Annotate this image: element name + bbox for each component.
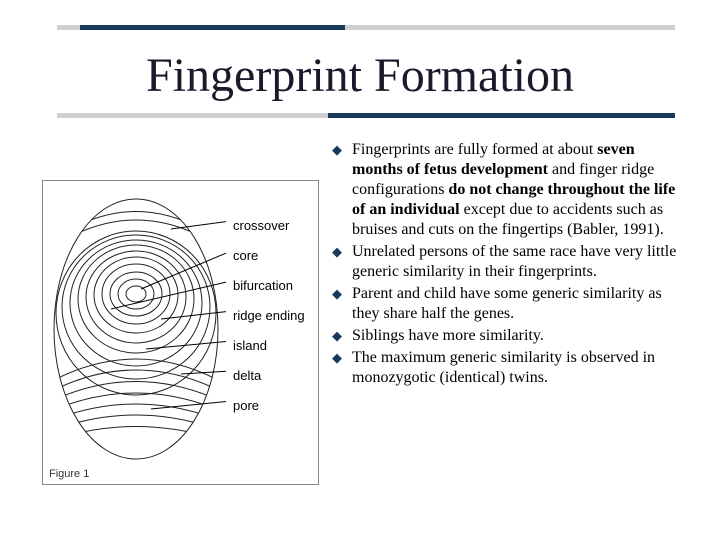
bullet-marker-icon: ◆: [330, 348, 352, 368]
figure-column: crossover core bifurcation ridge ending …: [42, 180, 322, 485]
figure-box: crossover core bifurcation ridge ending …: [42, 180, 319, 485]
under-rule-accent: [328, 113, 675, 118]
bullet-text: The maximum generic similarity is observ…: [352, 348, 682, 388]
fp-label: bifurcation: [233, 271, 305, 301]
fingerprint-labels: crossover core bifurcation ridge ending …: [233, 211, 305, 421]
fp-label: crossover: [233, 211, 305, 241]
bullet-item: ◆ Siblings have more similarity.: [330, 326, 682, 346]
bullet-marker-icon: ◆: [330, 140, 352, 160]
fp-label: delta: [233, 361, 305, 391]
bullet-item: ◆ Unrelated persons of the same race hav…: [330, 242, 682, 282]
bullet-item: ◆ Parent and child have some generic sim…: [330, 284, 682, 324]
fp-label: core: [233, 241, 305, 271]
bullet-text: Siblings have more similarity.: [352, 326, 682, 346]
bullet-marker-icon: ◆: [330, 242, 352, 262]
bullets-column: ◆ Fingerprints are fully formed at about…: [330, 140, 682, 485]
fp-label: pore: [233, 391, 305, 421]
bullet-marker-icon: ◆: [330, 284, 352, 304]
content-row: crossover core bifurcation ridge ending …: [42, 140, 682, 485]
bullet-text: Unrelated persons of the same race have …: [352, 242, 682, 282]
fp-label: ridge ending: [233, 301, 305, 331]
fingerprint-diagram: [51, 189, 226, 464]
fp-label: island: [233, 331, 305, 361]
figure-caption: Figure 1: [49, 468, 89, 480]
bullet-item: ◆ The maximum generic similarity is obse…: [330, 348, 682, 388]
bullet-item: ◆ Fingerprints are fully formed at about…: [330, 140, 682, 240]
slide-title: Fingerprint Formation: [0, 48, 720, 103]
bullet-text: Fingerprints are fully formed at about s…: [352, 140, 682, 240]
bullet-marker-icon: ◆: [330, 326, 352, 346]
bullet-text: Parent and child have some generic simil…: [352, 284, 682, 324]
top-rule-accent: [80, 25, 345, 30]
